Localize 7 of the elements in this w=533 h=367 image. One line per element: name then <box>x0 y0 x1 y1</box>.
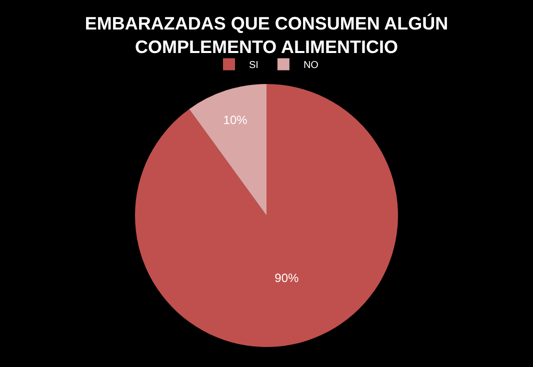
chart-title: EMBARAZADAS QUE CONSUMEN ALGÚN COMPLEMENTO ALIMENTICIO <box>84 13 448 57</box>
data-label: 10% <box>223 112 248 127</box>
pie-slice <box>135 84 398 347</box>
legend-label: SI <box>249 60 258 72</box>
legend-label: NO <box>303 60 319 72</box>
data-label: 90% <box>274 271 299 286</box>
pie-slice <box>189 84 266 216</box>
